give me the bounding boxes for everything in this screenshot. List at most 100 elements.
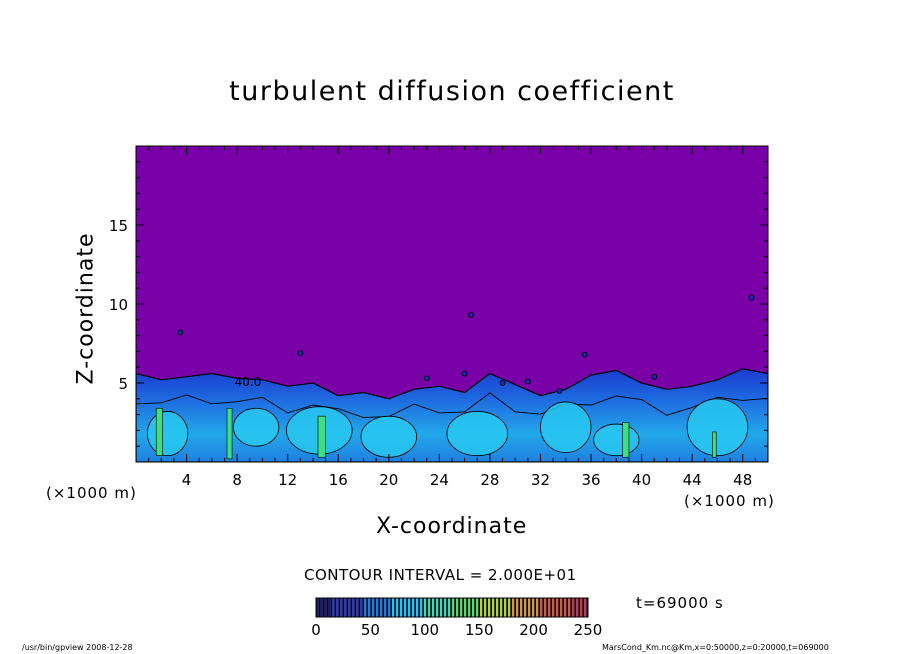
colorbar-gap: [362, 598, 364, 617]
colorbar-gap: [366, 598, 368, 617]
y-axis: 5 10 15: [109, 145, 768, 463]
colorbar: 0 50 100 150 200 250: [311, 597, 603, 639]
colorbar-gap: [526, 598, 528, 617]
colorbar-gap: [538, 598, 540, 617]
colorbar-gap: [498, 598, 500, 617]
small-eddy: [556, 387, 563, 394]
colorbar-gap: [318, 598, 320, 617]
small-eddy: [651, 373, 658, 380]
colorbar-segment: [520, 598, 523, 617]
colorbar-segment: [320, 598, 323, 617]
colorbar-segment: [456, 598, 459, 617]
colorbar-gap: [418, 598, 420, 617]
colorbar-segment: [392, 598, 395, 617]
contour-value-label: 40.0: [235, 375, 262, 389]
colorbar-gap: [434, 598, 436, 617]
small-eddy: [499, 380, 506, 386]
y-tick-label: 10: [109, 296, 128, 314]
eddy-region: [540, 401, 592, 453]
colorbar-segment: [508, 598, 511, 617]
small-eddy: [748, 294, 755, 301]
colorbar-segment: [472, 598, 475, 617]
contour-interval-label: CONTOUR INTERVAL = 2.000E+01: [304, 566, 577, 584]
time-label: t=69000 s: [636, 594, 724, 612]
colorbar-segment: [324, 598, 327, 617]
y-tick-label: 5: [118, 375, 128, 393]
colorbar-gap: [438, 598, 440, 617]
x-tick-label: 40: [632, 471, 651, 489]
colorbar-segment: [484, 598, 487, 617]
colorbar-gap: [390, 598, 392, 617]
colorbar-segment: [552, 598, 555, 617]
colorbar-tick-label: 100: [410, 621, 439, 639]
colorbar-gap: [406, 598, 408, 617]
colorbar-segment: [336, 598, 339, 617]
colorbar-segment: [500, 598, 503, 617]
colorbar-gap: [422, 598, 424, 617]
high-diffusion-streak: [317, 415, 326, 458]
colorbar-segment: [488, 598, 491, 617]
colorbar-gap: [370, 598, 372, 617]
x-tick-label: 24: [430, 471, 449, 489]
colorbar-segment: [464, 598, 467, 617]
colorbar-gap: [566, 598, 568, 617]
colorbar-gap: [518, 598, 520, 617]
colorbar-gap: [430, 598, 432, 617]
colorbar-tick-label: 250: [574, 621, 603, 639]
colorbar-gap: [502, 598, 504, 617]
colorbar-gap: [578, 598, 580, 617]
colorbar-gap: [482, 598, 484, 617]
colorbar-segment: [332, 598, 335, 617]
colorbar-segment: [420, 598, 423, 617]
colorbar-segment: [364, 598, 367, 617]
eddy-region: [593, 423, 640, 457]
colorbar-gap: [326, 598, 328, 617]
colorbar-gap: [410, 598, 412, 617]
colorbar-segment: [492, 598, 495, 617]
colorbar-segment: [440, 598, 443, 617]
colorbar-gap: [454, 598, 456, 617]
colorbar-segment: [376, 598, 379, 617]
colorbar-segment: [528, 598, 531, 617]
colorbar-gap: [458, 598, 460, 617]
small-eddy: [468, 312, 474, 318]
colorbar-gap: [394, 598, 396, 617]
colorbar-segment: [564, 598, 567, 617]
colorbar-gap: [378, 598, 380, 617]
colorbar-segment: [400, 598, 403, 617]
eddy-region: [146, 411, 189, 457]
x-tick-label: 20: [379, 471, 398, 489]
colorbar-segment: [460, 598, 463, 617]
colorbar-gap: [402, 598, 404, 617]
footer-command: /usr/bin/gpview 2008-12-28: [22, 643, 133, 652]
colorbar-segment: [416, 598, 419, 617]
colorbar-segment: [316, 598, 319, 617]
small-eddy: [524, 378, 531, 385]
colorbar-segment: [340, 598, 343, 617]
colorbar-gap: [446, 598, 448, 617]
y-axis-label: Z-coordinate: [73, 232, 99, 385]
colorbar-gap: [534, 598, 536, 617]
eddy-region: [360, 415, 418, 458]
x-axis-label: X-coordinate: [376, 514, 528, 539]
x-tick-label: 32: [531, 471, 550, 489]
colorbar-gap: [494, 598, 496, 617]
colorbar-gap: [342, 598, 344, 617]
colorbar-gap: [466, 598, 468, 617]
colorbar-segment: [480, 598, 483, 617]
colorbar-gap: [470, 598, 472, 617]
colorbar-gap: [562, 598, 564, 617]
colorbar-gap: [462, 598, 464, 617]
colorbar-gap: [322, 598, 324, 617]
x-tick-label: 28: [480, 471, 499, 489]
eddy-region: [686, 398, 749, 457]
colorbar-segment: [408, 598, 411, 617]
x-tick-label: 44: [683, 471, 702, 489]
colorbar-segment: [404, 598, 407, 617]
colorbar-segment: [388, 598, 391, 617]
x-unit-label-left: (×1000 m): [46, 484, 137, 502]
colorbar-segment: [568, 598, 571, 617]
colorbar-segment: [428, 598, 431, 617]
colorbar-gap: [554, 598, 556, 617]
